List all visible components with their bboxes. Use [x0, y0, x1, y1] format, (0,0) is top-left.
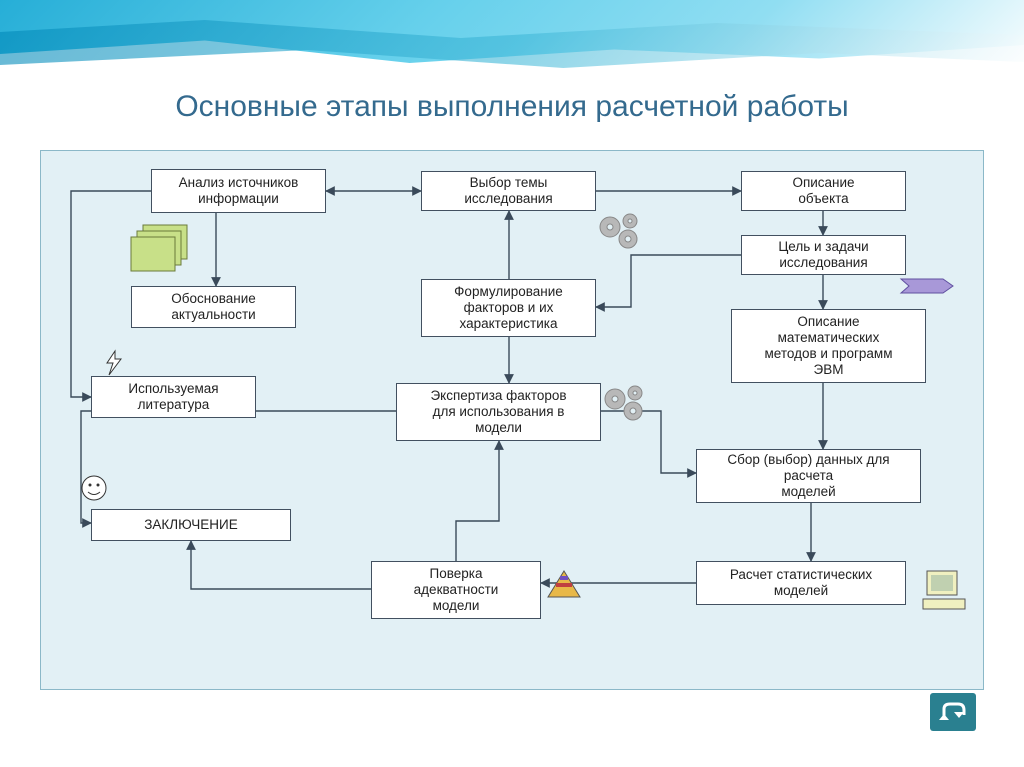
flowchart-node: Формулирование факторов и их характерист… — [421, 279, 596, 337]
u-turn-icon — [938, 701, 968, 723]
docs-stack-icon — [129, 223, 199, 275]
computer-icon — [921, 569, 967, 613]
flowchart-node: Выбор темы исследования — [421, 171, 596, 211]
flowchart-node: Описание объекта — [741, 171, 906, 211]
flowchart-canvas: Анализ источников информации Выбор темы и… — [40, 150, 984, 690]
lightning-icon — [101, 349, 129, 377]
flowchart-node: Экспертиза факторов для использования в … — [396, 383, 601, 441]
back-button[interactable] — [930, 693, 976, 731]
flowchart-node: Поверка адекватности модели — [371, 561, 541, 619]
pyramid-icon — [546, 569, 582, 599]
gears-icon — [601, 383, 651, 427]
smiley-icon — [79, 473, 109, 503]
flowchart-node: Описание математических методов и програ… — [731, 309, 926, 383]
flowchart-node: Анализ источников информации — [151, 169, 326, 213]
flowchart-node: Расчет статистических моделей — [696, 561, 906, 605]
flowchart-node: Обоснование актуальности — [131, 286, 296, 328]
flowchart-node: Сбор (выбор) данных для расчета моделей — [696, 449, 921, 503]
ribbon-icon — [899, 273, 959, 299]
gears-icon — [596, 211, 646, 255]
flowchart-node: Используемая литература — [91, 376, 256, 418]
flowchart-node: ЗАКЛЮЧЕНИЕ — [91, 509, 291, 541]
flowchart-node: Цель и задачи исследования — [741, 235, 906, 275]
page-title: Основные этапы выполнения расчетной рабо… — [0, 90, 1024, 124]
